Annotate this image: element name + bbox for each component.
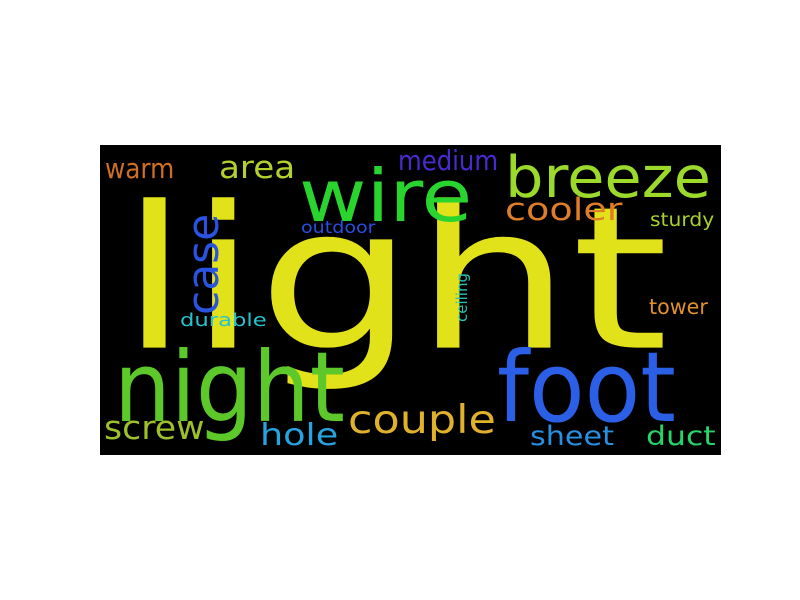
word-cloud: light night foot wire breeze case couple… — [100, 145, 721, 455]
word-breeze: breeze — [505, 145, 711, 211]
word-sheet: sheet — [530, 421, 614, 452]
word-night: night — [114, 330, 345, 445]
word-cooler: cooler — [505, 192, 623, 228]
word-medium: medium — [398, 145, 499, 177]
word-hole: hole — [260, 418, 339, 453]
word-ceiling: ceiling — [453, 272, 471, 322]
word-outdoor: outdoor — [301, 218, 376, 238]
word-couple: couple — [348, 398, 496, 443]
word-sturdy: sturdy — [650, 209, 715, 231]
word-screw: screw — [104, 408, 205, 447]
word-foot: foot — [497, 330, 676, 445]
word-tower: tower — [649, 295, 708, 319]
word-area: area — [219, 150, 296, 186]
word-wire: wire — [299, 154, 473, 238]
word-duct: duct — [646, 421, 716, 452]
word-durable: durable — [180, 310, 267, 331]
word-warm: warm — [105, 152, 175, 185]
word-light: light — [120, 164, 669, 396]
word-case: case — [177, 213, 229, 315]
